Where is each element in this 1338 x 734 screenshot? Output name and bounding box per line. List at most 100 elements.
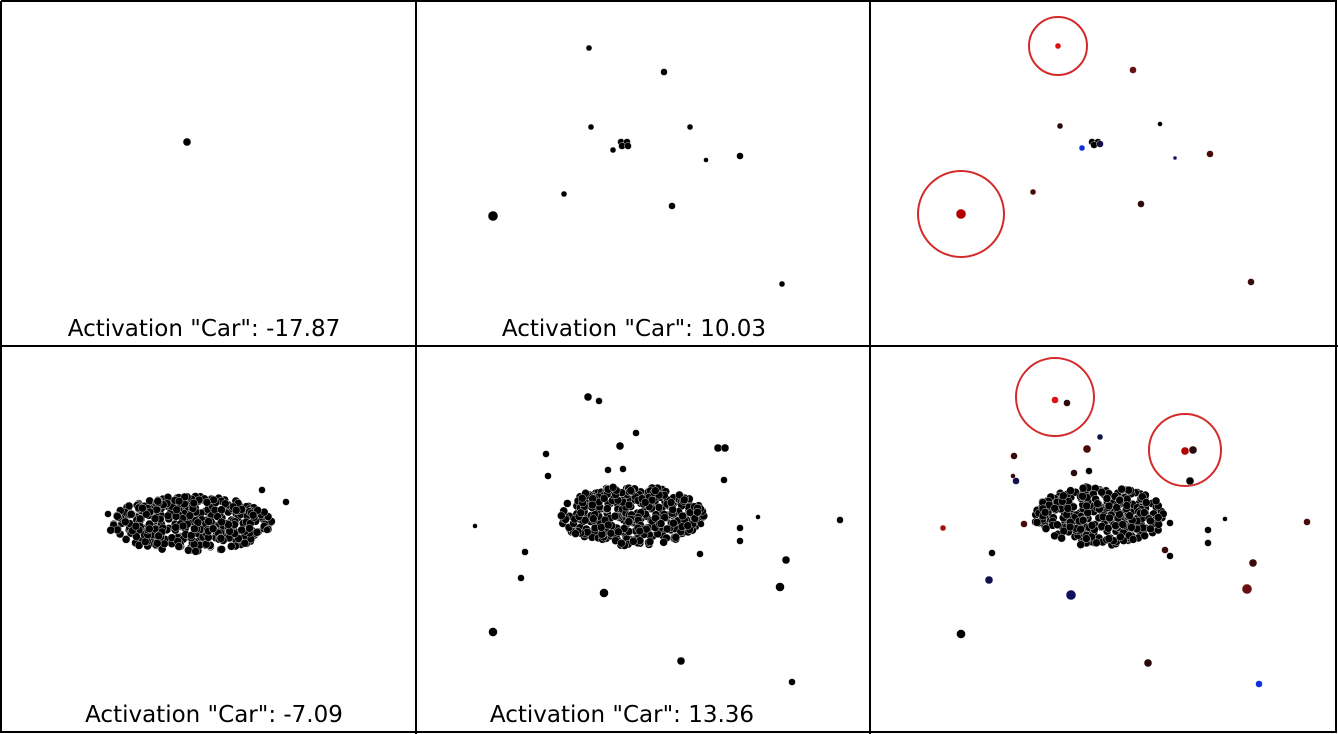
point xyxy=(1124,485,1133,495)
point xyxy=(656,519,666,528)
point xyxy=(615,441,625,451)
point xyxy=(174,542,184,551)
point xyxy=(1116,532,1125,542)
point xyxy=(563,499,572,508)
point xyxy=(587,123,595,131)
point xyxy=(217,545,226,554)
point xyxy=(1087,521,1097,530)
point xyxy=(178,521,188,531)
point xyxy=(216,534,226,543)
point xyxy=(588,500,597,510)
highlight-ring xyxy=(917,170,1005,258)
point xyxy=(660,68,668,76)
point xyxy=(1051,396,1059,404)
point xyxy=(683,521,692,530)
point xyxy=(121,535,131,544)
point xyxy=(1076,525,1085,534)
point xyxy=(134,541,144,550)
point xyxy=(671,533,681,542)
caption: Activation "Car": 13.36 xyxy=(490,702,754,728)
point xyxy=(1140,531,1149,540)
point xyxy=(1085,467,1093,475)
point xyxy=(131,522,141,531)
point xyxy=(1247,278,1255,286)
point xyxy=(1029,188,1037,196)
point xyxy=(609,146,617,154)
point xyxy=(580,516,590,525)
point xyxy=(1115,496,1124,505)
point xyxy=(182,137,192,147)
point xyxy=(248,510,258,520)
point xyxy=(680,495,689,505)
point xyxy=(231,506,241,515)
point xyxy=(1146,524,1155,534)
point xyxy=(1056,122,1064,130)
point xyxy=(104,510,112,518)
point xyxy=(544,472,552,480)
point xyxy=(669,519,678,528)
point xyxy=(600,494,609,503)
caption: Activation "Car": -17.87 xyxy=(68,316,340,342)
point xyxy=(617,539,626,548)
highlight-ring xyxy=(1148,413,1222,487)
point xyxy=(1111,521,1120,530)
point xyxy=(1078,492,1087,501)
point xyxy=(174,496,184,506)
point xyxy=(686,123,694,131)
point xyxy=(191,547,200,556)
point xyxy=(1161,546,1169,554)
point xyxy=(189,498,199,508)
caption: Activation "Car": 10.03 xyxy=(502,316,766,342)
point xyxy=(1157,121,1163,127)
point xyxy=(595,397,603,405)
point xyxy=(1053,520,1062,529)
point xyxy=(1204,539,1212,547)
point xyxy=(1050,531,1059,541)
point xyxy=(1129,66,1137,74)
point xyxy=(1303,518,1311,526)
point xyxy=(676,656,686,666)
point xyxy=(720,443,730,453)
point xyxy=(1127,523,1136,532)
point xyxy=(577,494,587,503)
point xyxy=(1146,516,1155,526)
point xyxy=(1057,533,1066,543)
point xyxy=(153,497,163,506)
point xyxy=(1097,488,1106,497)
point xyxy=(1010,473,1016,479)
point xyxy=(142,510,151,519)
point xyxy=(145,524,154,534)
point xyxy=(208,524,218,533)
point xyxy=(629,537,638,546)
point xyxy=(1082,534,1091,543)
point xyxy=(599,588,609,598)
point xyxy=(624,517,634,526)
point xyxy=(163,511,173,521)
point xyxy=(654,503,664,512)
point xyxy=(132,532,141,541)
point xyxy=(252,528,262,537)
point xyxy=(1105,513,1114,523)
point xyxy=(1154,513,1163,522)
point xyxy=(1063,399,1071,407)
point xyxy=(1020,520,1028,528)
point xyxy=(171,523,180,532)
point xyxy=(1104,501,1114,511)
point xyxy=(626,486,636,495)
point xyxy=(1112,503,1121,512)
highlight-ring xyxy=(1015,357,1095,437)
point xyxy=(560,190,568,198)
point xyxy=(624,142,632,150)
point xyxy=(237,525,246,535)
point xyxy=(521,548,529,556)
point xyxy=(1140,508,1149,517)
point xyxy=(1032,518,1042,527)
point xyxy=(472,523,478,529)
point xyxy=(666,498,676,507)
point xyxy=(180,492,189,502)
point xyxy=(1142,498,1151,507)
point xyxy=(693,508,702,517)
point xyxy=(1138,492,1147,501)
